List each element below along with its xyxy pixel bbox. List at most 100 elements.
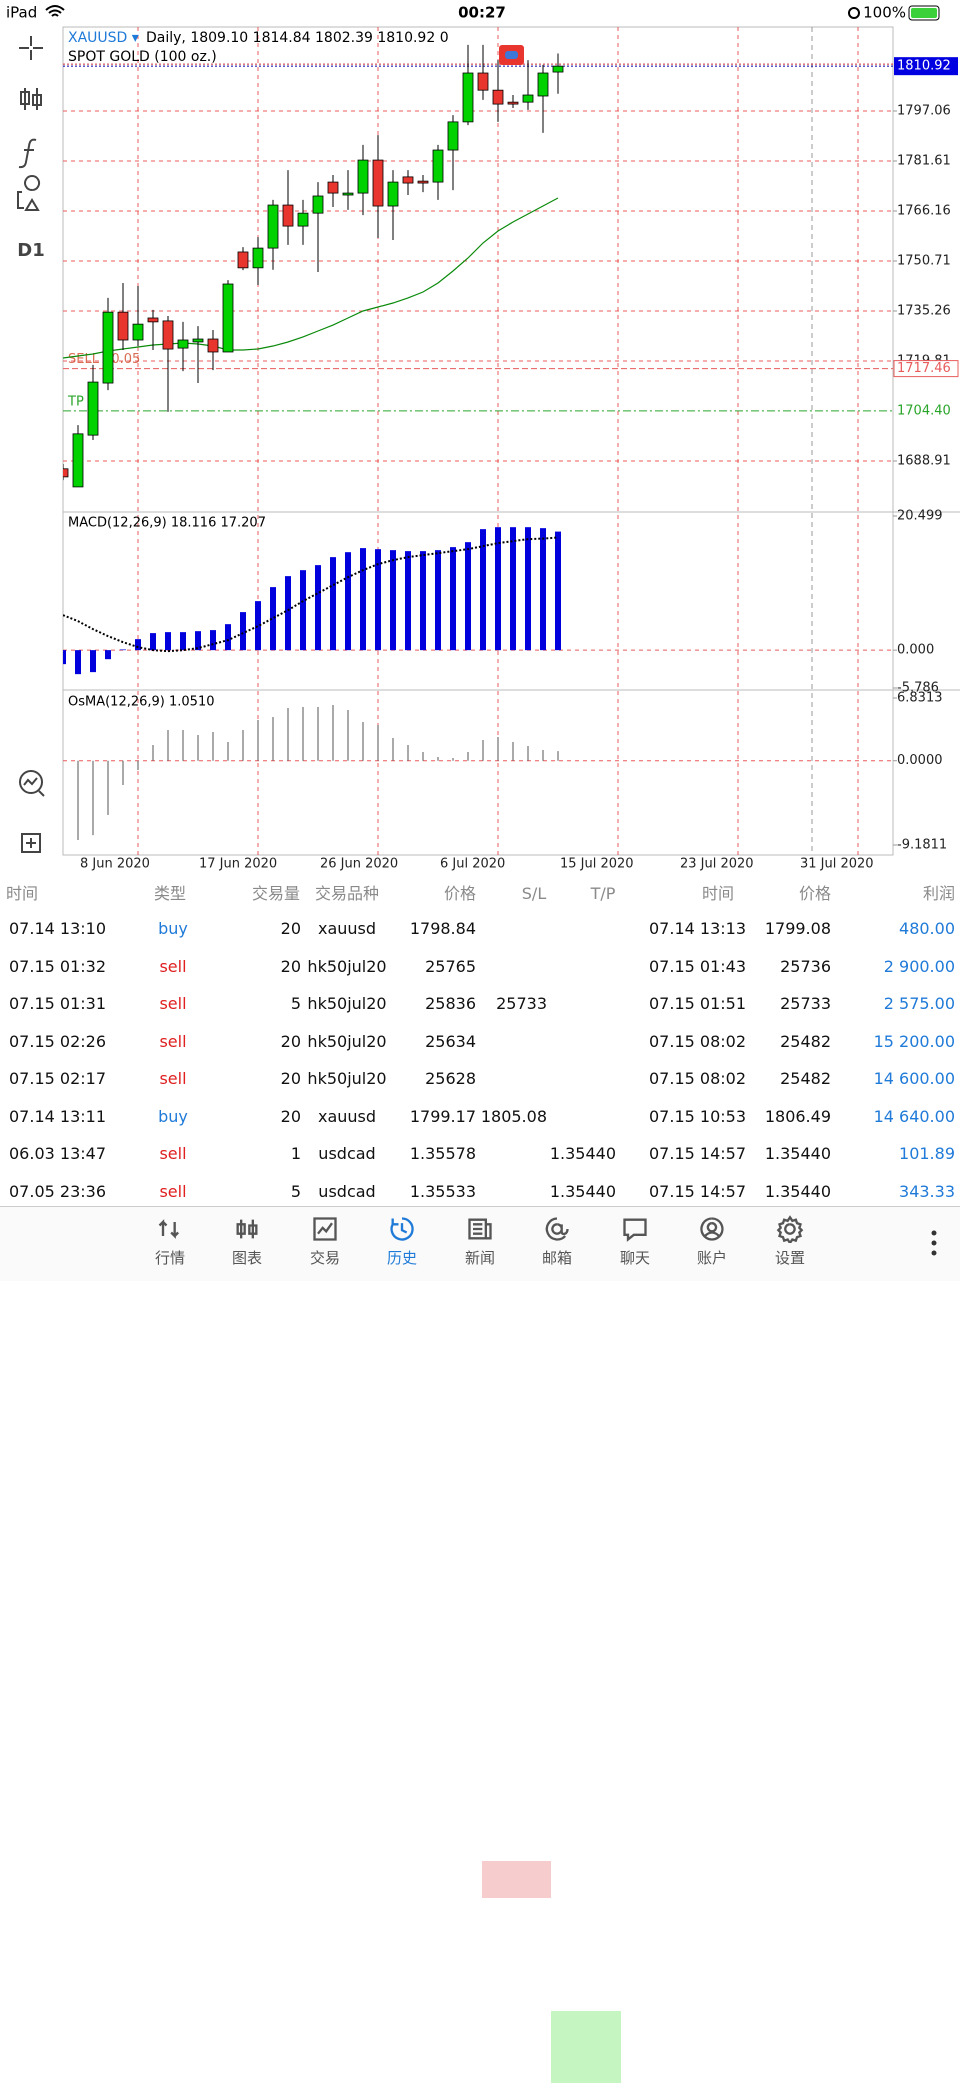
tab-label: 新闻 [464,1249,495,1267]
cell-symbol: usdcad [318,1181,376,1201]
tab-icon [390,1217,414,1241]
candle-body [447,121,459,151]
cell-close-time: 07.15 01:51 [649,994,746,1013]
x-tick-label: 23 Jul 2020 [680,857,754,872]
cell-sl: 1805.08 [480,1106,547,1126]
history-table: 时间 类型 交易量 交易品种 价格 S/L T/P 时间 价格 利润 07.14 13:10 buy 2… [0,876,960,2083]
candle-body [357,159,369,194]
cell-profit: 480.00 [899,919,955,938]
left-toolbar [17,36,45,853]
history-row[interactable]: 07.15 01:32 sell 20 hk50jul20 25765 07.15 01:… [0,876,960,1206]
macd-bar [375,549,381,651]
x-tick-label: 8 Jun 2020 [80,857,150,872]
tab-label: 图表 [231,1249,262,1267]
osma-title: OsMA(12,26,9) 1.0510 [68,695,215,710]
cell-symbol: hk50jul20 [307,956,387,976]
candle-body [222,283,234,353]
one-click-icon[interactable] [499,45,524,65]
macd-bar [90,650,96,673]
tab-icon [545,1217,569,1241]
macd-bar [420,551,426,651]
history-row[interactable]: 07.15 02:26 sell 20 hk50jul20 25634 07.15 08:… [0,876,960,1206]
column-header: 交易品种 [315,884,380,903]
column-header: 价格 [798,884,832,903]
battery-level: 100% [863,4,906,22]
column-header: S/L [521,884,547,903]
tab[interactable]: 聊天 [600,1215,670,1268]
cell-volume: 5 [290,994,301,1013]
cell-symbol: usdcad [318,1144,376,1163]
sl-highlight [482,1861,551,1898]
history-row[interactable]: 06.03 13:47 sell 1 usdcad 1.35578 1.35440 07.1… [0,876,960,1206]
candle-body [402,176,414,184]
tab[interactable]: 设置 [755,1215,825,1268]
chart-type-tool[interactable] [20,88,42,110]
new-order-tool[interactable] [21,833,41,853]
candle-body [102,311,114,384]
alarm-icon [848,7,860,19]
tab-icon [623,1218,647,1242]
macd-bar [390,550,396,651]
macd-bar [75,650,81,675]
tab[interactable]: 邮箱 [522,1215,592,1268]
cell-close-time: 07.15 08:02 [649,1069,746,1088]
tab[interactable]: 图表 [212,1215,282,1268]
column-header: 时间 [6,884,39,903]
history-row[interactable]: 07.15 02:17 sell 20 hk50jul20 25628 07.15 08:… [0,876,960,1206]
cell-volume: 5 [290,1181,301,1201]
macd-bar [210,630,216,651]
history-row[interactable]: 07.15 01:31 sell 5 hk50jul20 25836 25733 07.15… [0,876,960,1206]
battery-fill [911,8,937,18]
macd-bar [405,551,411,651]
column-header: 利润 [922,884,955,903]
candle-body [432,149,444,183]
cell-close-time: 07.14 13:13 [649,919,746,938]
cell-type: sell [159,1181,187,1201]
indicator-tool[interactable] [18,138,37,169]
candle-body [492,89,504,105]
timeframe[interactable]: D1 [17,240,44,261]
macd-bar [465,542,471,651]
device: iPad [6,4,37,22]
candle-body [147,317,159,323]
cell-price: 25765 [425,956,476,976]
battery [908,5,940,21]
tab[interactable]: 行情 [135,1215,205,1268]
history-row[interactable]: 07.14 13:10 buy 20 xauusd 1798.84 07.14 13:13… [0,876,960,1206]
x-tick-label: 26 Jun 2020 [320,857,398,872]
y-tick-label: 1688.91 [897,453,951,468]
tab[interactable]: 交易 [290,1215,360,1268]
candle-body [267,204,279,249]
column-header: 价格 [443,884,476,903]
crosshair-tool[interactable] [19,36,43,60]
cell-close-price: 25736 [780,956,831,976]
x-tick-label: 17 Jun 2020 [199,857,277,872]
history-row[interactable]: 07.14 13:11 buy 20 xauusd 1799.17 1805.08 07.1… [0,876,960,1206]
objects-tool[interactable] [17,175,41,211]
cell-profit: 101.89 [899,1144,955,1163]
cell-type: sell [159,994,187,1013]
column-header: T/P [590,884,616,903]
tab[interactable]: 历史 [367,1215,437,1268]
tab[interactable]: 账户 [677,1215,747,1268]
cell-open-time: 07.15 02:17 [9,1069,106,1088]
macd-bar [345,552,351,651]
macd-bar [330,557,336,651]
y-tick-label: -5.786 [897,681,939,696]
analysis-tool[interactable] [19,770,43,794]
wifi-icon [45,5,65,17]
history-row[interactable]: 07.05 23:36 sell 5 usdcad 1.35533 1.35440 07.1… [0,876,960,1206]
cell-price: 1799.17 [409,1106,476,1126]
candle-body [297,212,309,227]
column-header: 类型 [153,884,187,903]
y-tick-label: 20.499 [897,509,943,524]
cell-profit: 2 900.00 [883,956,955,976]
tab[interactable]: 新闻 [445,1215,515,1268]
chart-symbol[interactable]: XAUUSD ▾ [68,30,139,46]
more-menu[interactable] [929,1229,939,1259]
cell-tp: 1.35440 [549,1181,616,1201]
cell-open-time: 07.14 13:11 [9,1106,106,1126]
candle-body [372,159,384,207]
cell-close-price: 25482 [780,1031,831,1051]
